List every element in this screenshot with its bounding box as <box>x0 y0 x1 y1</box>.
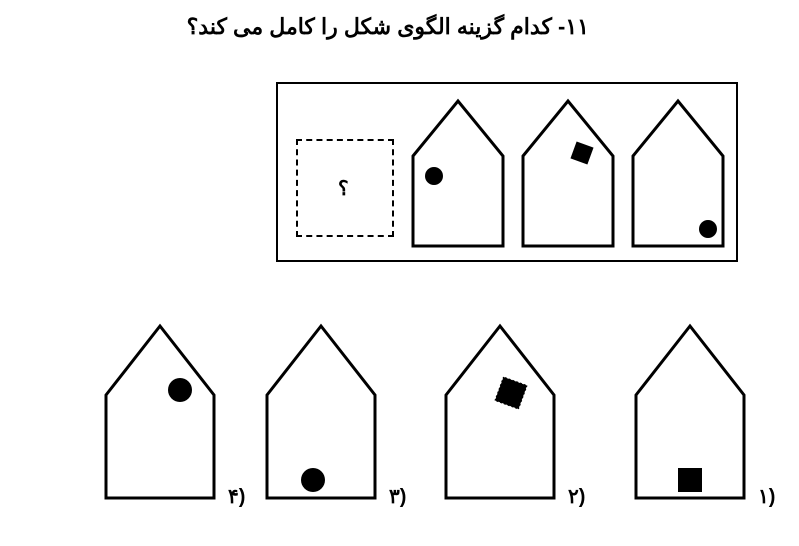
option-1-label: ۱) <box>758 484 775 509</box>
sequence-house-2 <box>518 96 618 251</box>
option-2-label: ۲) <box>568 484 585 509</box>
option-3-label: ۳) <box>389 484 406 509</box>
missing-placeholder: ؟ <box>338 176 349 201</box>
option-3-house <box>261 320 381 505</box>
option-1-house <box>630 320 750 505</box>
sequence-house-3 <box>408 96 508 251</box>
pattern-frame: ؟ <box>276 82 738 262</box>
sequence-house-1 <box>628 96 728 251</box>
square-marker <box>678 468 702 492</box>
option-2-house <box>440 320 560 505</box>
option-4-house <box>100 320 220 505</box>
circle-marker <box>168 378 192 402</box>
option-4-label: ۴) <box>228 484 245 509</box>
circle-marker <box>301 468 325 492</box>
circle-marker <box>425 167 443 185</box>
question-text: ۱۱- کدام گزینه الگوی شکل را کامل می کند؟ <box>187 14 589 40</box>
circle-marker <box>699 220 717 238</box>
